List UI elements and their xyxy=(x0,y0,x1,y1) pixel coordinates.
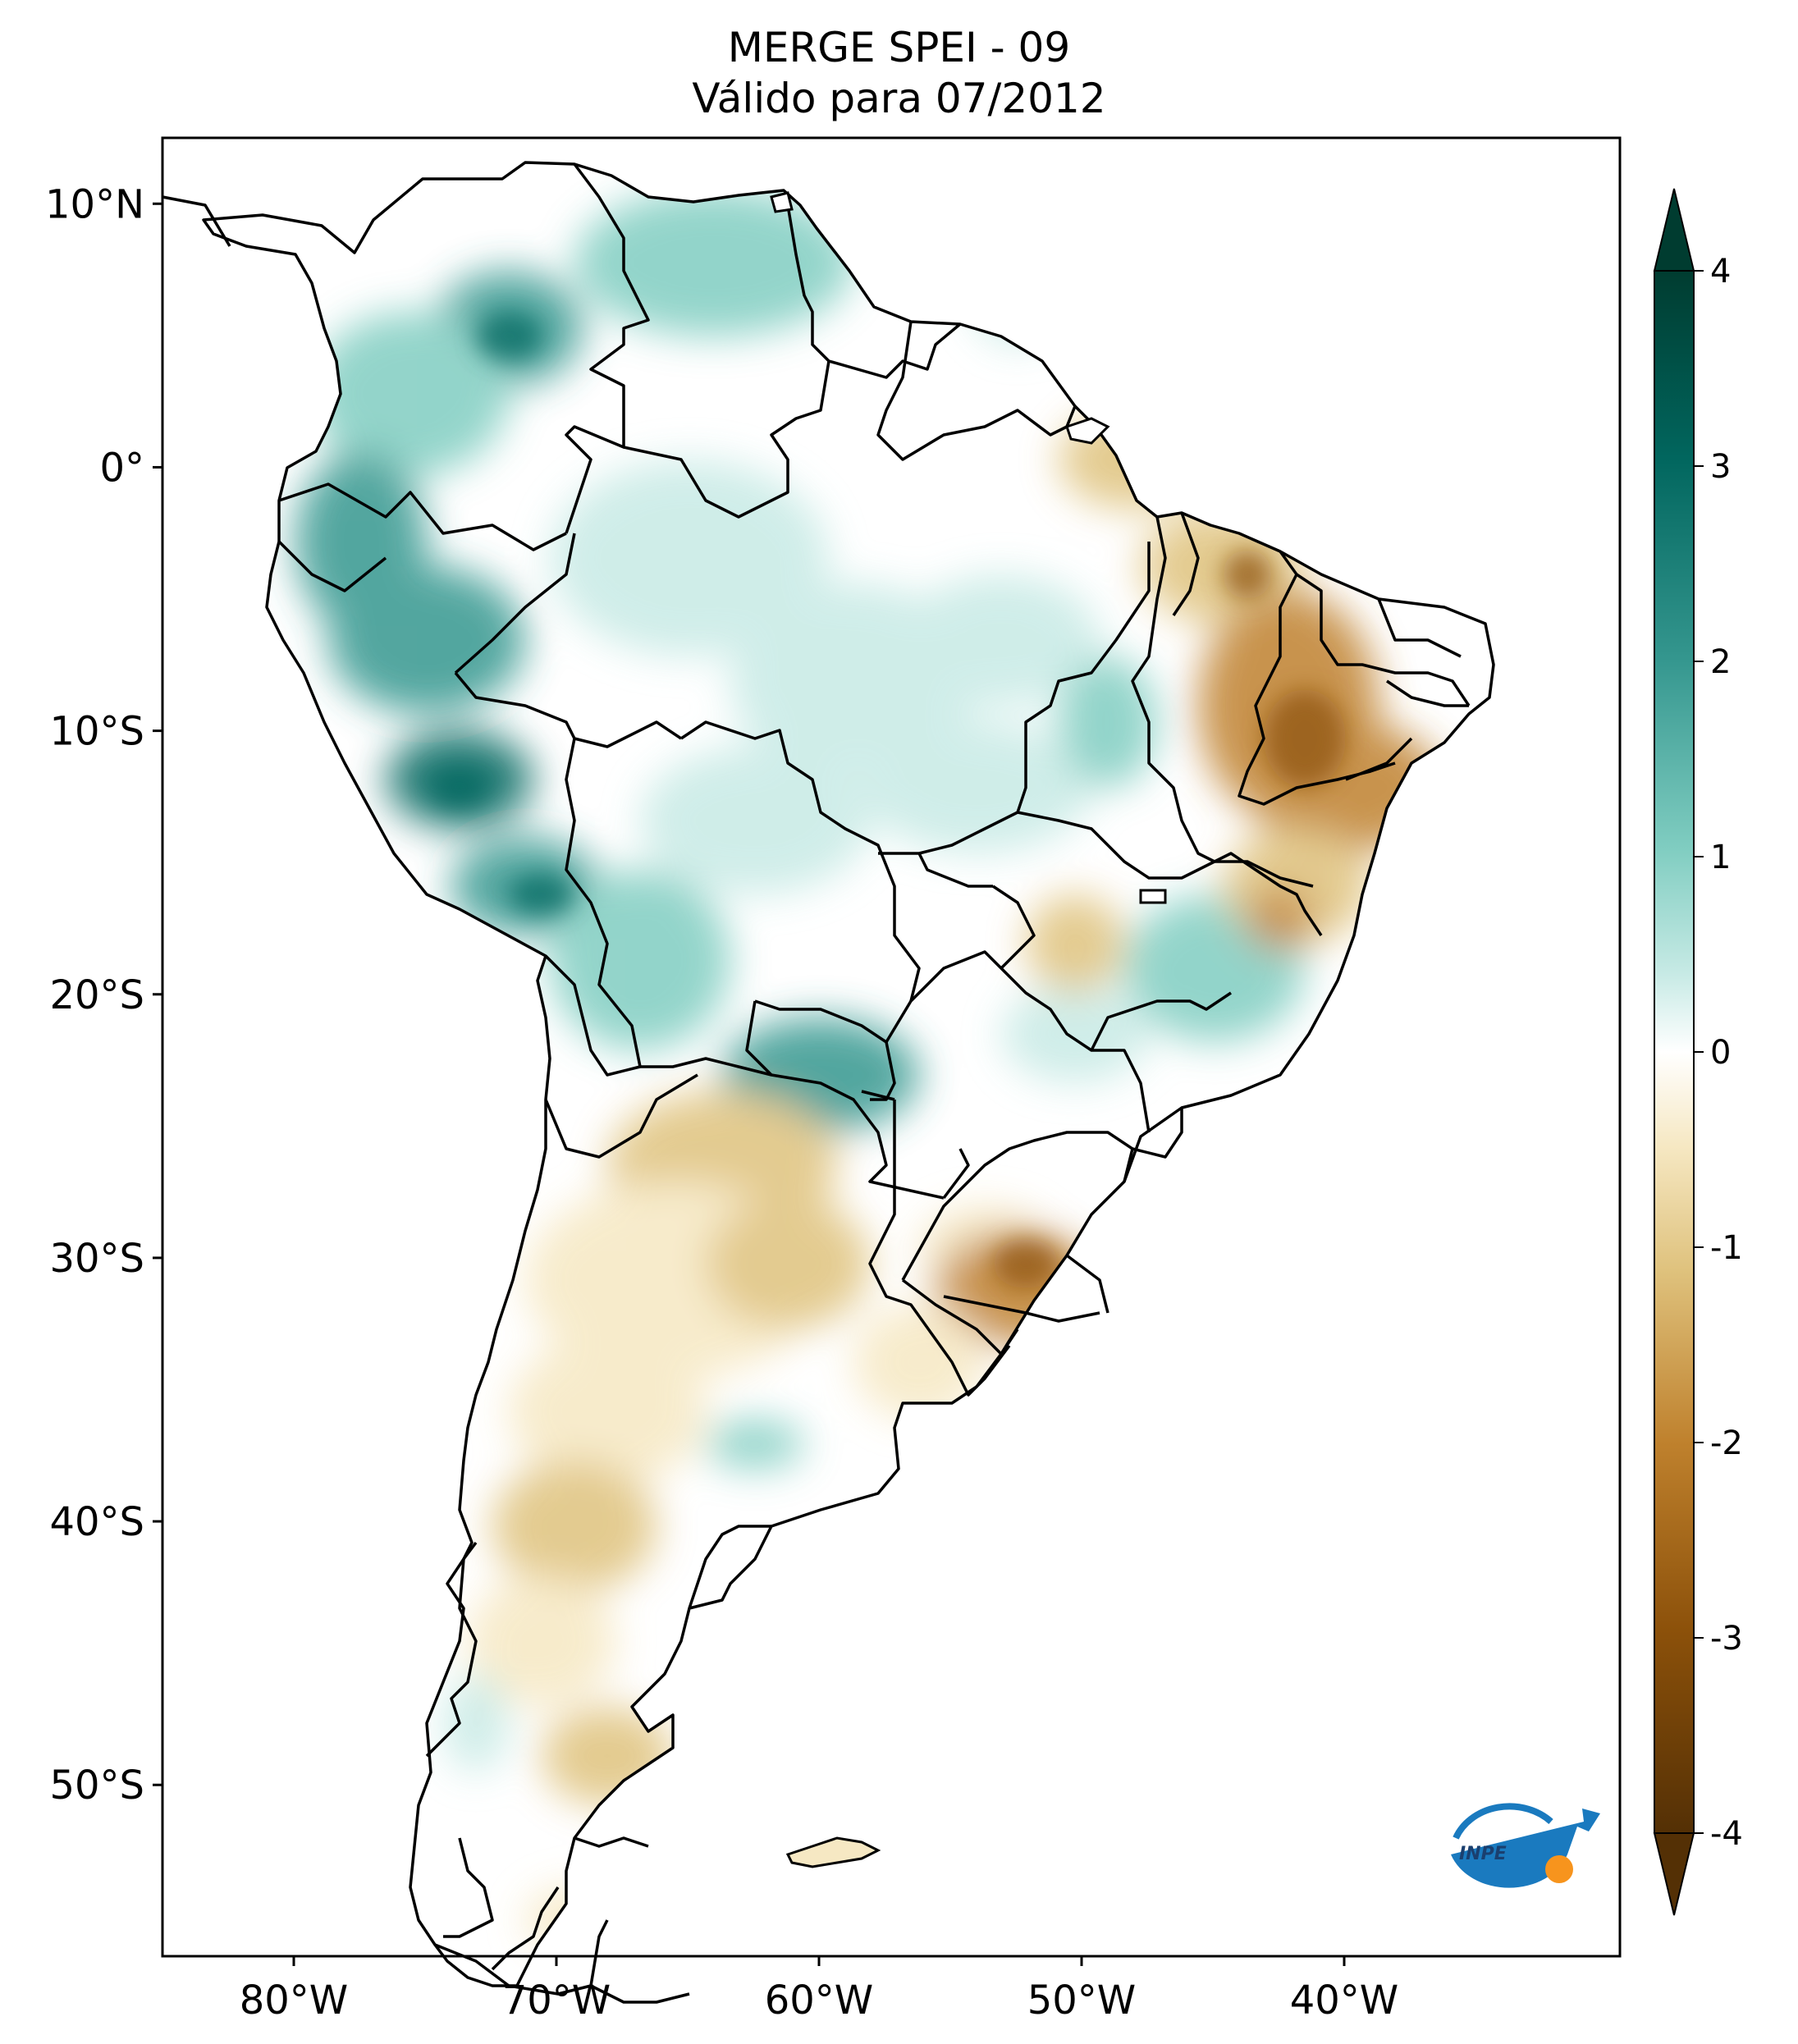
colorbar-tick-label: 2 xyxy=(1710,643,1731,681)
colorbar-gradient xyxy=(1654,270,1695,1834)
colorbar-tick-label: 4 xyxy=(1710,253,1731,290)
islands xyxy=(770,191,1167,1868)
colorbar-min-extension xyxy=(1653,1832,1695,1916)
colorbar-tick-label: 1 xyxy=(1710,839,1731,876)
colorbar-tick-label: 0 xyxy=(1710,1034,1731,1072)
logo-orbit-arc xyxy=(1453,1803,1553,1840)
lat-tick-label: 10°S xyxy=(49,709,144,755)
lon-tick-label: 40°W xyxy=(1290,1978,1399,2023)
logo-orange-dot xyxy=(1545,1855,1573,1883)
colorbar-max-extension xyxy=(1653,188,1695,272)
lat-tick-label: 20°S xyxy=(49,972,144,1018)
colorbar-ticks: 4 3 2 1 0 -1 -2 -3 -4 xyxy=(1694,253,1743,1853)
lon-tick-label: 80°W xyxy=(240,1978,349,2023)
colorbar-tick-label: 3 xyxy=(1710,448,1731,486)
map-frame xyxy=(161,136,1622,1958)
colorbar-tick-label: -1 xyxy=(1710,1229,1743,1267)
longitude-ticks: 80°W 70°W 60°W 50°W 40°W xyxy=(240,1956,1399,2023)
latitude-ticks: 10°N 0° 10°S 20°S 30°S 40°S 50°S xyxy=(45,181,162,1809)
colorbar-tick-label: -3 xyxy=(1710,1620,1743,1658)
lat-tick-label: 0° xyxy=(99,445,144,491)
lat-tick-label: 40°S xyxy=(49,1499,144,1545)
inpe-logo: INPE xyxy=(1451,1803,1600,1888)
lat-tick-label: 10°N xyxy=(45,181,144,227)
colorbar-tick-label: -4 xyxy=(1710,1815,1743,1853)
map-subtitle: Válido para 07/2012 xyxy=(692,75,1106,122)
map-title: MERGE SPEI - 09 xyxy=(727,24,1071,71)
country-borders xyxy=(162,161,1495,2004)
lon-tick-label: 70°W xyxy=(502,1978,611,2023)
lon-tick-label: 50°W xyxy=(1027,1978,1137,2023)
lon-tick-label: 60°W xyxy=(765,1978,874,2023)
colorbar-tick-label: -2 xyxy=(1710,1424,1743,1462)
logo-text: INPE xyxy=(1459,1844,1507,1864)
lat-tick-label: 50°S xyxy=(49,1763,144,1809)
lat-tick-label: 30°S xyxy=(49,1236,144,1282)
colorbar: 4 3 2 1 0 -1 -2 -3 -4 xyxy=(1653,188,1743,1916)
logo-swoosh xyxy=(1451,1809,1600,1888)
